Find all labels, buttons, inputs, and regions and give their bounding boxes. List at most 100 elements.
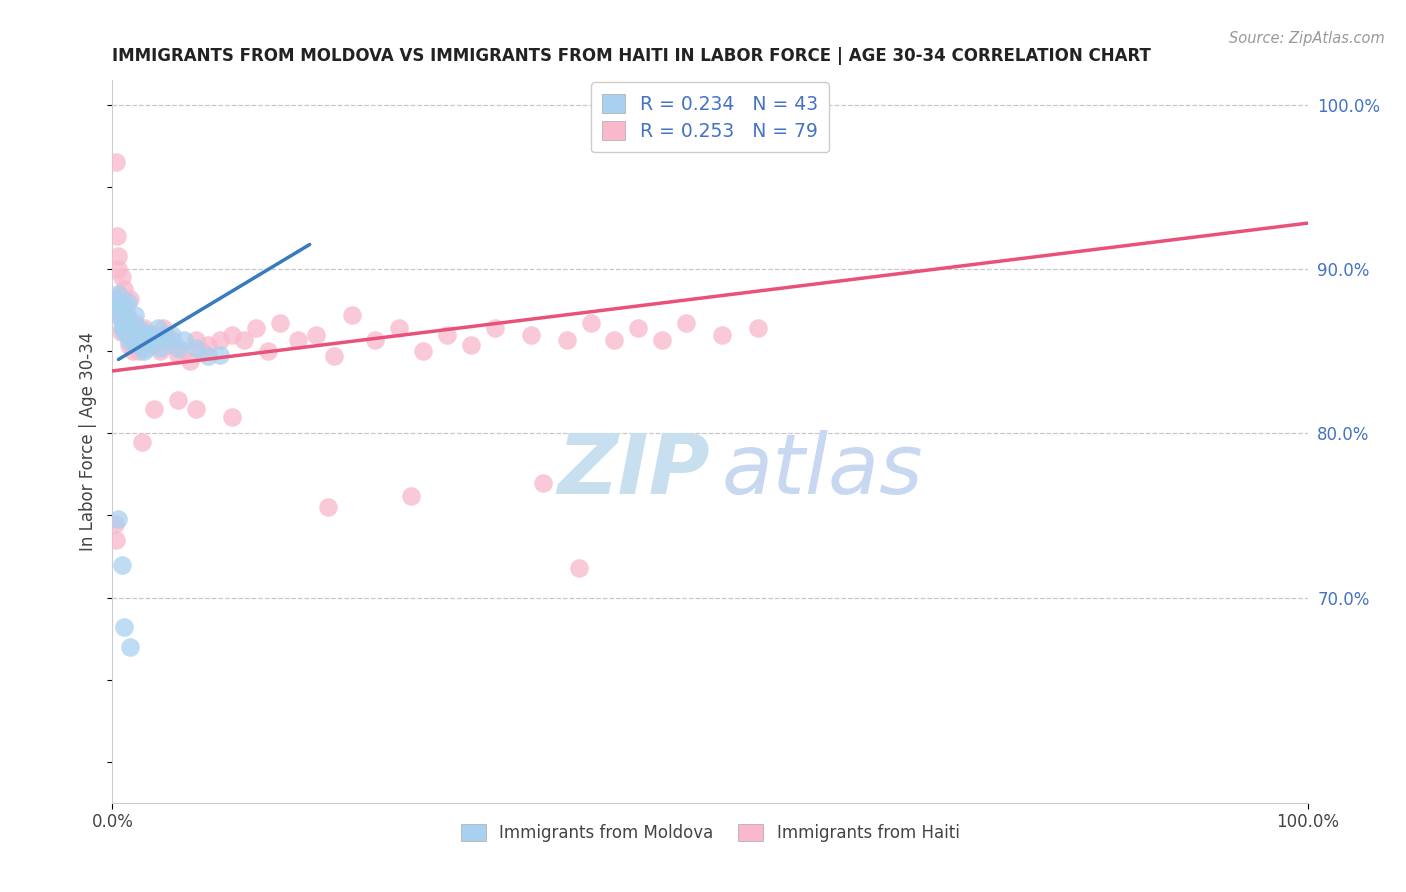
Point xyxy=(114,311,136,326)
Point xyxy=(153,327,176,342)
Point xyxy=(364,333,387,347)
Point xyxy=(112,318,135,332)
Point xyxy=(114,620,135,634)
Text: ZIP: ZIP xyxy=(557,430,710,511)
Point xyxy=(412,344,434,359)
Point xyxy=(233,333,256,347)
Point xyxy=(245,321,267,335)
Point xyxy=(305,327,328,342)
Point xyxy=(138,333,160,347)
Point xyxy=(173,344,195,359)
Point xyxy=(107,298,129,312)
Point xyxy=(107,249,129,263)
Point xyxy=(111,321,134,335)
Text: IMMIGRANTS FROM MOLDOVA VS IMMIGRANTS FROM HAITI IN LABOR FORCE | AGE 30-34 CORR: IMMIGRANTS FROM MOLDOVA VS IMMIGRANTS FR… xyxy=(112,47,1152,65)
Text: atlas: atlas xyxy=(723,430,924,511)
Point xyxy=(105,292,128,306)
Point xyxy=(221,409,243,424)
Point xyxy=(143,337,166,351)
Point xyxy=(579,316,602,330)
Point xyxy=(105,308,128,322)
Point xyxy=(131,434,153,449)
Point xyxy=(122,334,145,349)
Point xyxy=(110,325,132,339)
Text: Source: ZipAtlas.com: Source: ZipAtlas.com xyxy=(1229,31,1385,46)
Point xyxy=(186,341,208,355)
Point xyxy=(128,344,150,359)
Point xyxy=(111,301,134,316)
Point xyxy=(121,333,143,347)
Point xyxy=(257,344,280,359)
Point xyxy=(162,327,183,342)
Point xyxy=(117,318,139,332)
Point xyxy=(159,337,181,351)
Point xyxy=(111,270,134,285)
Point xyxy=(118,337,141,351)
Point xyxy=(627,321,650,335)
Point xyxy=(186,333,208,347)
Point xyxy=(105,229,128,244)
Point xyxy=(152,321,174,335)
Point xyxy=(117,318,139,332)
Point xyxy=(197,349,219,363)
Point xyxy=(209,347,232,361)
Y-axis label: In Labor Force | Age 30-34: In Labor Force | Age 30-34 xyxy=(79,332,97,551)
Point xyxy=(104,303,127,318)
Point xyxy=(149,341,172,355)
Point xyxy=(287,333,309,347)
Point xyxy=(146,333,169,347)
Point xyxy=(138,333,160,347)
Point xyxy=(121,344,143,359)
Point xyxy=(107,262,129,277)
Point xyxy=(120,321,142,335)
Point xyxy=(127,337,149,351)
Point xyxy=(128,325,150,339)
Point xyxy=(107,512,129,526)
Point xyxy=(131,323,153,337)
Point xyxy=(460,337,482,351)
Point xyxy=(121,327,143,342)
Point xyxy=(118,334,141,349)
Point xyxy=(186,401,208,416)
Point xyxy=(114,282,135,296)
Point xyxy=(108,288,131,302)
Point xyxy=(167,393,190,408)
Point xyxy=(124,308,146,322)
Point xyxy=(155,333,177,347)
Point xyxy=(122,327,145,342)
Point xyxy=(167,341,190,355)
Point xyxy=(107,286,129,301)
Point xyxy=(105,308,128,322)
Point xyxy=(603,333,626,347)
Point xyxy=(520,327,543,342)
Point xyxy=(209,333,232,347)
Point xyxy=(322,349,344,363)
Point xyxy=(125,327,148,342)
Point xyxy=(401,489,423,503)
Point xyxy=(120,292,142,306)
Point xyxy=(139,327,162,342)
Point xyxy=(135,327,157,342)
Point xyxy=(115,327,138,342)
Point xyxy=(132,344,155,359)
Point xyxy=(104,516,127,531)
Point xyxy=(167,347,190,361)
Point xyxy=(115,308,138,322)
Point xyxy=(675,316,697,330)
Point xyxy=(121,318,143,332)
Point xyxy=(105,155,128,169)
Point xyxy=(568,561,591,575)
Point xyxy=(197,337,219,351)
Point xyxy=(484,321,506,335)
Point xyxy=(129,333,152,347)
Point xyxy=(531,475,554,490)
Legend: Immigrants from Moldova, Immigrants from Haiti: Immigrants from Moldova, Immigrants from… xyxy=(454,817,966,848)
Point xyxy=(135,341,157,355)
Point xyxy=(105,533,128,547)
Point xyxy=(316,500,339,515)
Point xyxy=(132,321,155,335)
Point xyxy=(149,344,172,359)
Point xyxy=(120,325,142,339)
Point xyxy=(555,333,578,347)
Point xyxy=(747,321,769,335)
